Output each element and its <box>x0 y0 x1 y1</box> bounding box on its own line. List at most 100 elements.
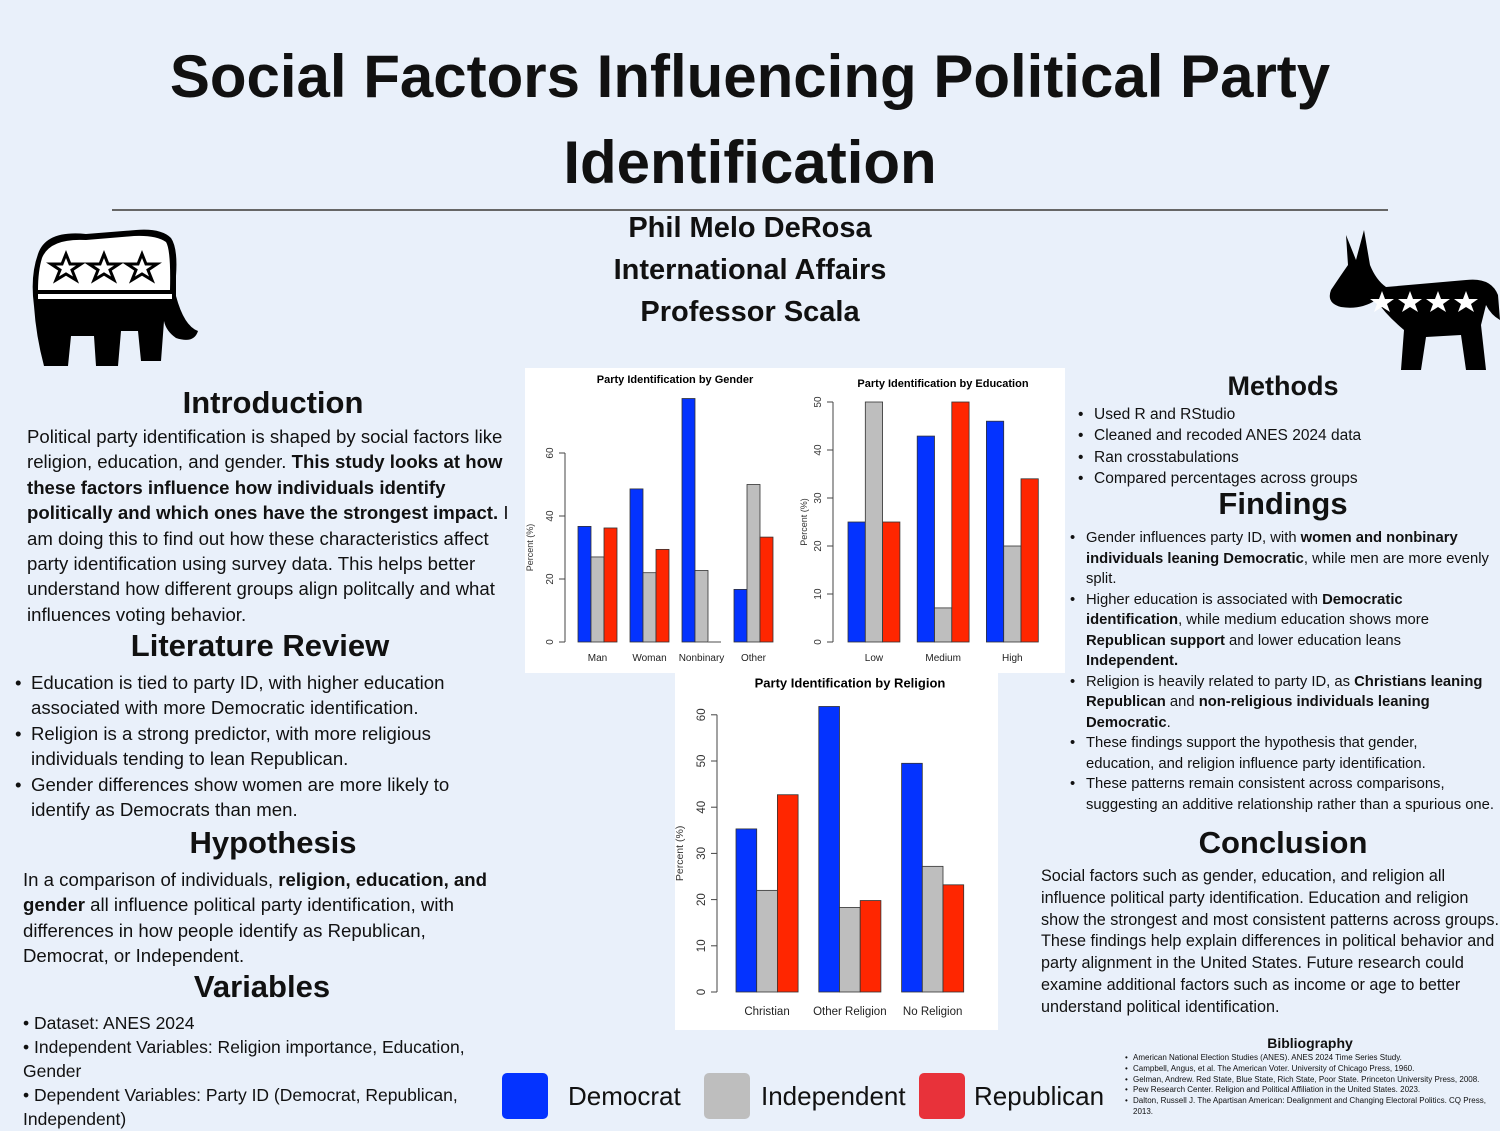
list-item: • Dependent Variables: Party ID (Democra… <box>23 1085 458 1129</box>
intro-text-b: I am doing this to find out how these ch… <box>27 502 509 625</box>
hypothesis-text-a: In a comparison of individuals, <box>23 869 279 890</box>
x-category-label: Medium <box>925 653 961 664</box>
y-axis-label: Percent (%) <box>675 826 686 881</box>
bar-christian-republican <box>777 794 799 993</box>
poster-title: Social Factors Influencing Political Par… <box>169 43 1331 196</box>
legend-label-republican: Republican <box>974 1081 1105 1111</box>
bar-christian-democrat <box>735 828 758 993</box>
bar-christian-independent <box>756 889 778 993</box>
list-item: Gender influences party ID, with women a… <box>1070 528 1500 590</box>
bar-low-independent <box>864 401 884 643</box>
bar-other-independent <box>746 484 761 643</box>
chart-religion: Party Identification by Religion 0 10 20 30 4… <box>675 673 998 1030</box>
chart-education: Party Identification by Education 0 10 20 30… <box>795 368 1065 673</box>
bar-low-democrat <box>847 521 866 643</box>
list-item: Dalton, Russell J. The Apartisan America… <box>1125 1096 1500 1118</box>
bar-medium-democrat <box>916 435 935 643</box>
y-tick-label: 20 <box>545 573 556 585</box>
y-tick-label: 40 <box>696 801 708 814</box>
y-tick-label: 40 <box>813 444 824 456</box>
bar-man-independent <box>590 556 605 643</box>
bar-no-religion-republican <box>942 884 965 993</box>
findings-list: Gender influences party ID, with women a… <box>1070 528 1500 815</box>
legend-swatch-independent <box>704 1073 750 1119</box>
x-category-label: No Religion <box>903 1006 962 1018</box>
list-item: Gelman, Andrew. Red State, Blue State, R… <box>1125 1075 1500 1086</box>
intro-text-a: Political party identification is shaped… <box>27 426 503 473</box>
methods-list: Used R and RStudio Cleaned and recoded A… <box>1078 404 1361 489</box>
legend-swatch-republican <box>919 1073 965 1119</box>
y-tick-label: 0 <box>696 989 708 995</box>
bibliography-list: American National Election Studies (ANES… <box>1125 1053 1500 1118</box>
bar-man-democrat <box>577 525 592 643</box>
bar-no-religion-independent <box>921 865 944 993</box>
x-category-label: High <box>1002 653 1023 664</box>
list-item: American National Election Studies (ANES… <box>1125 1053 1500 1064</box>
chart-gender: Party Identification by Gender 0 20 40 60 Per… <box>525 368 795 673</box>
legend-label-independent: Independent <box>761 1081 906 1111</box>
department: International Affairs <box>613 254 887 286</box>
bar-man-republican <box>603 527 618 643</box>
list-item: Cleaned and recoded ANES 2024 data <box>1078 425 1361 447</box>
y-tick-label: 20 <box>696 893 708 906</box>
list-item: Gender differences show women are more l… <box>15 772 495 823</box>
bar-medium-republican <box>951 401 970 643</box>
democratic-donkey-icon <box>1329 230 1500 370</box>
author-block: Phil Melo DeRosa International Affairs P… <box>0 207 1500 333</box>
y-tick-label: 0 <box>813 639 824 645</box>
list-item: Ran crosstabulations <box>1078 447 1361 469</box>
methods-heading: Methods <box>1227 371 1339 401</box>
bar-high-independent <box>1003 545 1022 643</box>
chart-title: Party Identification by Education <box>857 378 1028 390</box>
variables-list: • Dataset: ANES 2024 • Independent Varia… <box>23 1011 503 1131</box>
bar-high-democrat <box>985 420 1005 643</box>
hypothesis-text-b: all influence political party identifica… <box>23 894 454 967</box>
list-item: Used R and RStudio <box>1078 404 1361 426</box>
professor: Professor Scala <box>640 296 860 328</box>
y-tick-label: 10 <box>696 939 708 952</box>
hypothesis-text-bold: religion, education, and gender <box>23 869 487 916</box>
introduction-text: Political party identification is shaped… <box>27 424 517 627</box>
bar-other-religion-republican <box>859 900 882 993</box>
chart-title: Party Identification by Gender <box>597 374 754 386</box>
x-category-label: Other Religion <box>813 1006 887 1018</box>
x-category-label: Christian <box>744 1006 789 1018</box>
bar-nonbinary-democrat <box>681 398 696 643</box>
x-category-label: Man <box>588 653 607 664</box>
intro-text-bold: This study looks at how these factors in… <box>27 451 503 524</box>
variables-heading: Variables <box>193 969 331 1004</box>
y-tick-label: 50 <box>813 396 824 408</box>
bar-other-religion-democrat <box>818 706 840 993</box>
hypothesis-heading: Hypothesis <box>189 825 357 860</box>
bar-other-republican <box>759 536 774 643</box>
list-item: Pew Research Center. Religion and Politi… <box>1125 1085 1500 1096</box>
introduction-heading: Introduction <box>182 385 364 420</box>
findings-heading: Findings <box>1218 486 1348 521</box>
y-tick-label: 10 <box>813 588 824 600</box>
bibliography-heading: Bibliography <box>1267 1035 1353 1051</box>
chart-title: Party Identification by Religion <box>755 675 946 690</box>
bar-woman-independent <box>642 572 657 643</box>
y-tick-label: 20 <box>813 540 824 552</box>
y-axis-label: Percent (%) <box>799 498 809 546</box>
bar-woman-democrat <box>629 488 644 643</box>
x-category-label: Nonbinary <box>679 653 725 664</box>
conclusion-text: Social factors such as gender, education… <box>1041 867 1499 1016</box>
x-category-label: Low <box>865 653 884 664</box>
y-axis-label: Percent (%) <box>525 524 535 572</box>
list-item: Religion is heavily related to party ID,… <box>1070 672 1500 734</box>
literature-review-heading: Literature Review <box>130 628 390 663</box>
bar-high-republican <box>1020 478 1039 643</box>
bar-low-republican <box>882 521 901 643</box>
y-tick-label: 30 <box>696 847 708 860</box>
y-tick-label: 30 <box>813 492 824 504</box>
republican-elephant-icon <box>32 229 198 366</box>
title-divider <box>112 209 1388 211</box>
list-item: • Dataset: ANES 2024 <box>23 1013 195 1033</box>
y-tick-label: 60 <box>545 447 556 459</box>
bar-no-religion-democrat <box>901 762 923 993</box>
list-item: Higher education is associated with Demo… <box>1070 590 1500 672</box>
list-item: • Independent Variables: Religion import… <box>23 1037 465 1081</box>
bar-nonbinary-independent <box>694 570 709 643</box>
bar-other-religion-independent <box>839 907 861 993</box>
